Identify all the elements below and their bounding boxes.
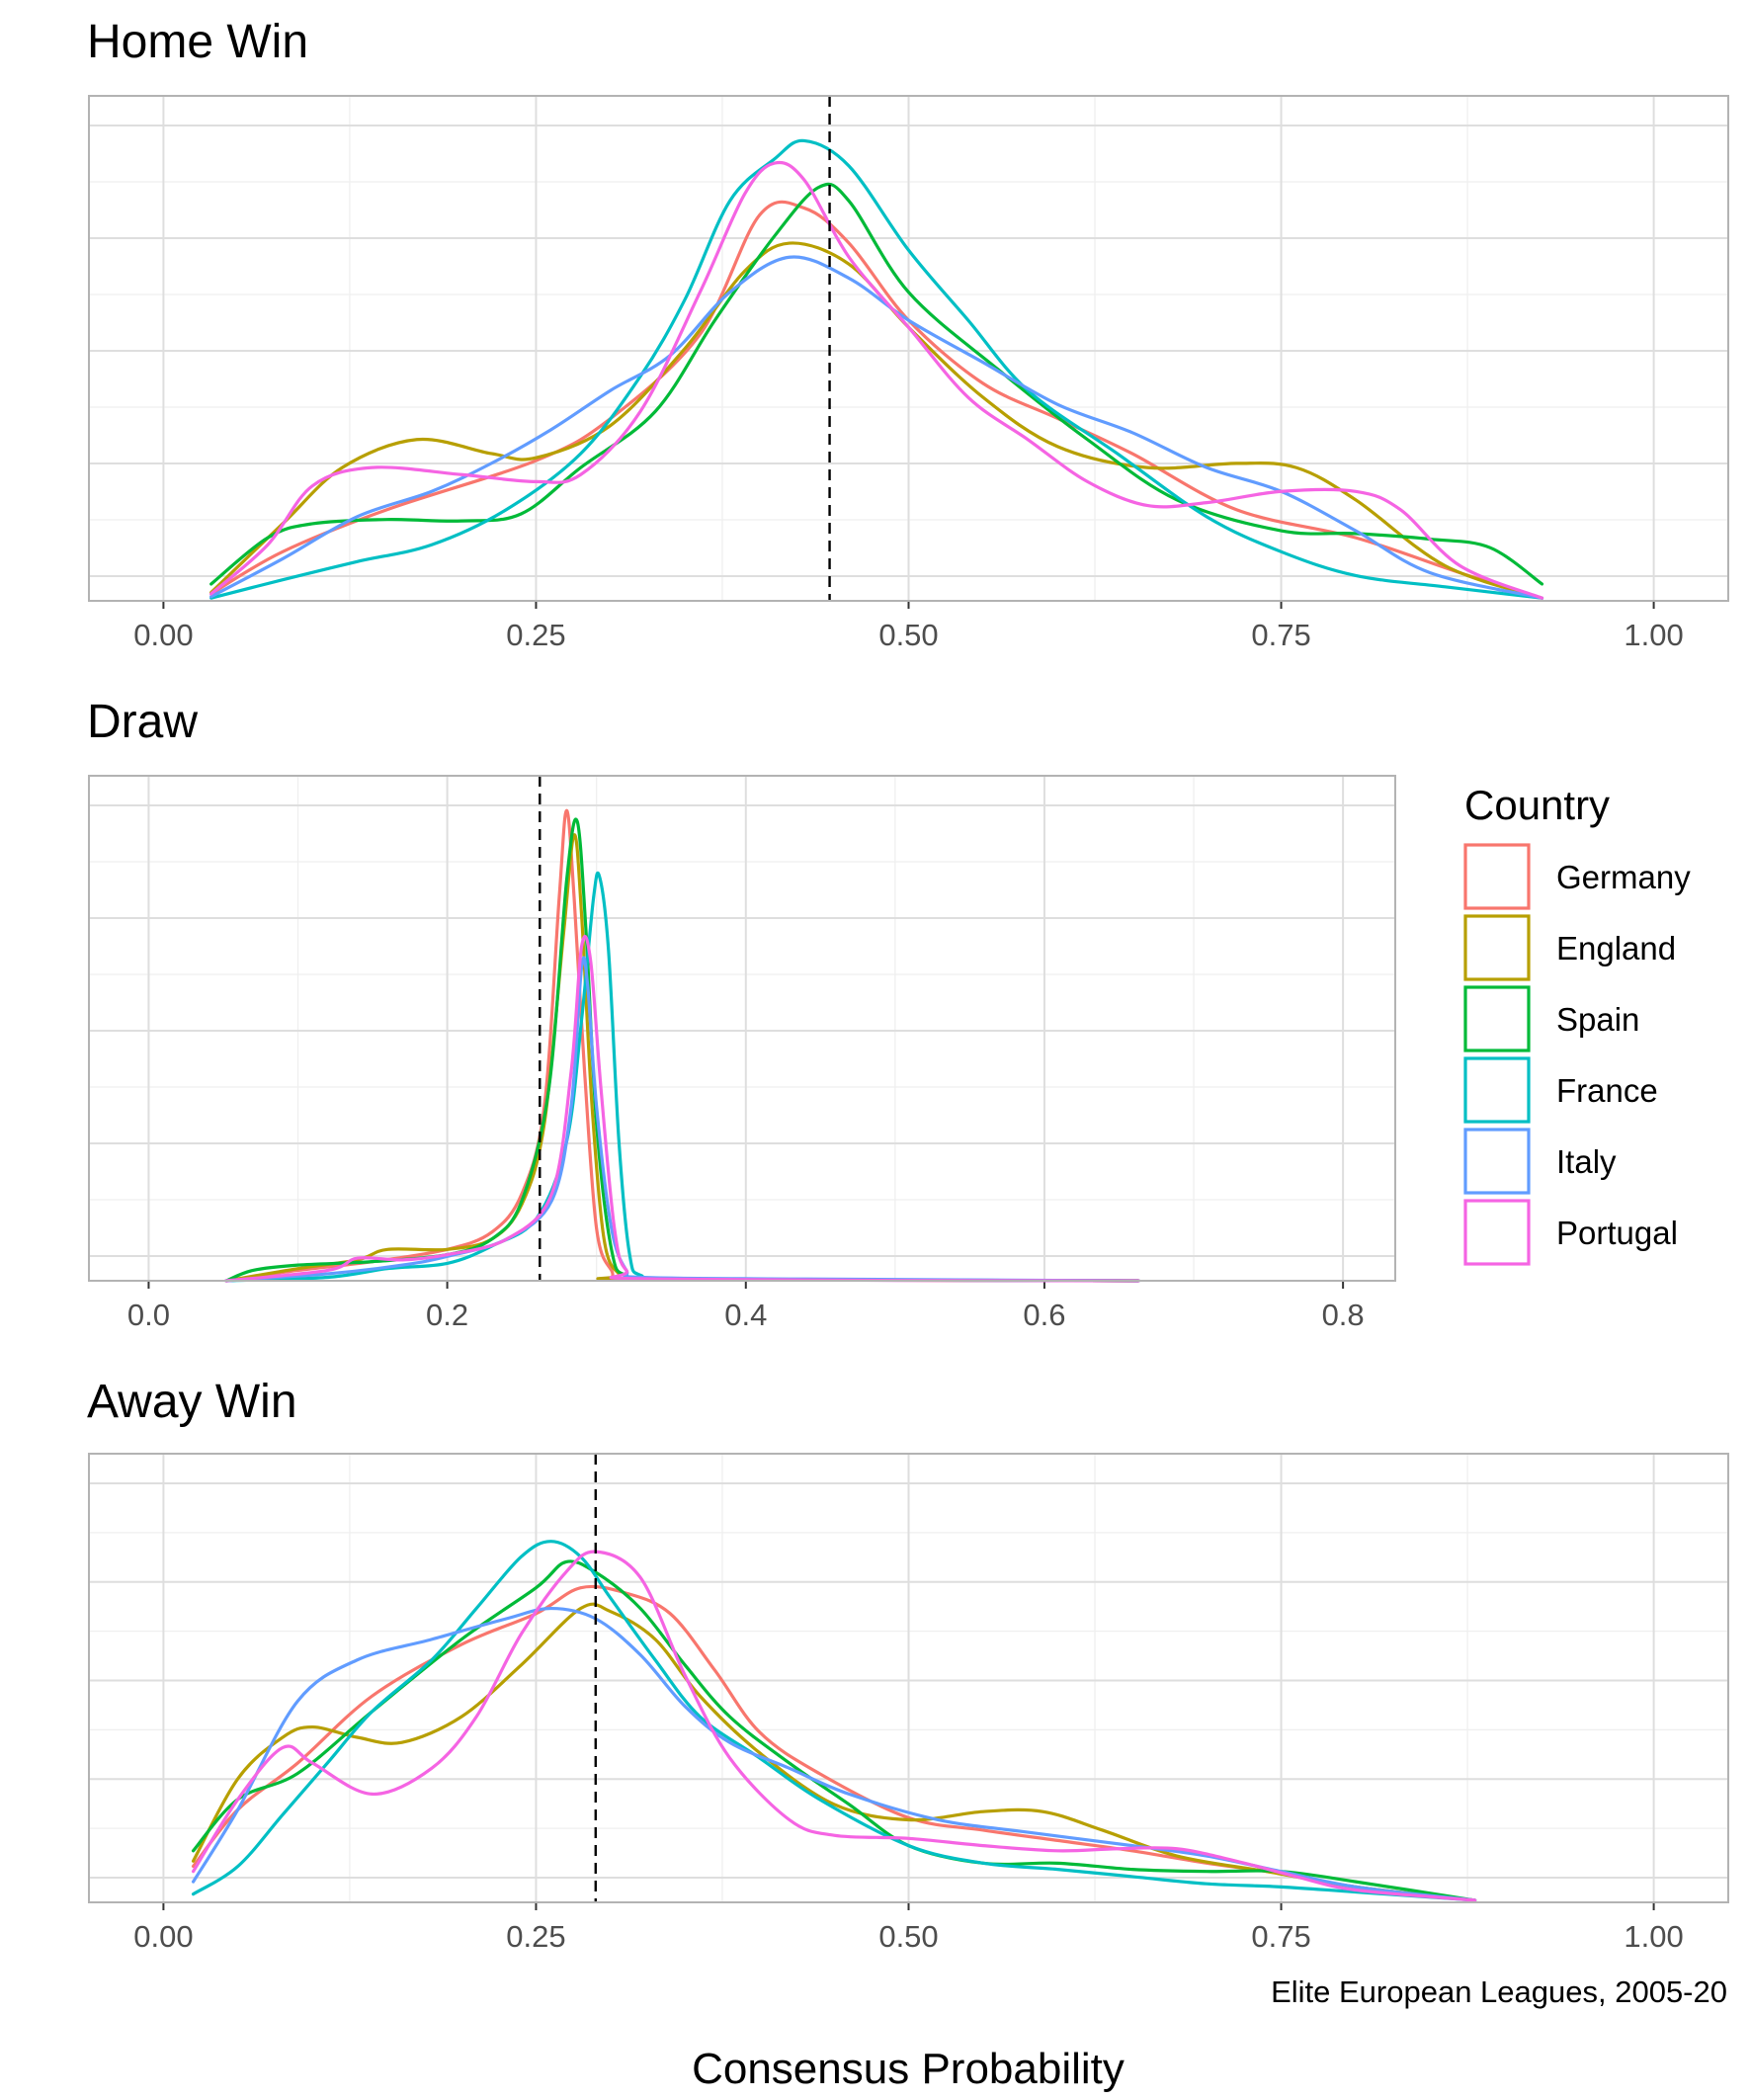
x-tick-label: 0.6 (1023, 1298, 1065, 1332)
legend-key (1463, 843, 1531, 910)
x-tick-label: 0.2 (426, 1298, 468, 1332)
legend-item-spain: Spain (1463, 985, 1639, 1052)
legend-item-portugal: Portugal (1463, 1199, 1678, 1266)
legend-key (1463, 914, 1531, 981)
x-tick-label: 0.25 (506, 618, 565, 652)
series-line-france (209, 138, 1544, 600)
panel-away: Away Win 0.00 0.25 0.50 0.75 1.00 (87, 1376, 1729, 1954)
legend-label: Spain (1556, 1001, 1639, 1038)
legend-label: Portugal (1556, 1215, 1678, 1251)
legend-items: Germany England Spain France Italy Portugal (1463, 843, 1691, 1266)
series-line-portugal (224, 934, 1140, 1283)
legend-title: Country (1464, 782, 1610, 828)
legend-item-france: France (1463, 1056, 1658, 1124)
series-line-portugal (209, 160, 1544, 600)
panel-title-draw: Draw (87, 696, 198, 748)
series-line-france (191, 1540, 1477, 1902)
legend-item-germany: Germany (1463, 843, 1691, 910)
legend-key (1463, 985, 1531, 1052)
panel-border (88, 1453, 1729, 1903)
series-line-england (209, 241, 1544, 600)
legend-key (1463, 1056, 1531, 1124)
legend-label: France (1556, 1072, 1658, 1109)
x-tick-label: 1.00 (1624, 1919, 1683, 1954)
x-tick-label: 0.75 (1251, 618, 1310, 652)
chart-caption: Elite European Leagues, 2005-20 (1271, 1974, 1727, 2009)
legend-item-italy: Italy (1463, 1128, 1617, 1195)
series-line-portugal (191, 1550, 1477, 1902)
legend: Country Germany England Spain France Italy Po… (1463, 782, 1691, 1266)
x-tick-label: 0.4 (724, 1298, 767, 1332)
panel-title-away: Away Win (87, 1376, 297, 1428)
panel-border (88, 95, 1729, 602)
x-tick-label: 0.50 (878, 1919, 938, 1954)
x-tick-label: 0.0 (127, 1298, 170, 1332)
legend-label: Germany (1556, 859, 1691, 895)
legend-item-england: England (1463, 914, 1676, 981)
x-tick-label: 0.75 (1251, 1919, 1310, 1954)
panel-home: Home Win 0.00 0.25 0.50 0.75 1.00 (87, 16, 1729, 652)
x-tick-label: 0.25 (506, 1919, 565, 1954)
series-line-italy (191, 1606, 1477, 1902)
panel-background (89, 776, 1395, 1281)
series-line-spain (209, 182, 1544, 586)
x-tick-label: 0.50 (878, 618, 938, 652)
series-line-germany (209, 200, 1544, 600)
panel-border (88, 775, 1396, 1282)
x-tick-label: 1.00 (1624, 618, 1683, 652)
legend-key (1463, 1199, 1531, 1266)
x-axis-label: Consensus Probability (692, 2045, 1125, 2093)
x-tick-label: 0.8 (1322, 1298, 1365, 1332)
x-tick-label: 0.00 (133, 618, 193, 652)
legend-label: England (1556, 930, 1676, 966)
panel-title-home: Home Win (87, 16, 308, 68)
legend-label: Italy (1556, 1143, 1617, 1180)
legend-key (1463, 1128, 1531, 1195)
panel-draw: Draw 0.0 0.2 0.4 0.6 0.8 (87, 696, 1396, 1332)
x-tick-label: 0.00 (133, 1919, 193, 1954)
panels-layer: Home Win 0.00 0.25 0.50 0.75 1.00 Draw 0.0 0.2 0.… (87, 16, 1729, 1954)
